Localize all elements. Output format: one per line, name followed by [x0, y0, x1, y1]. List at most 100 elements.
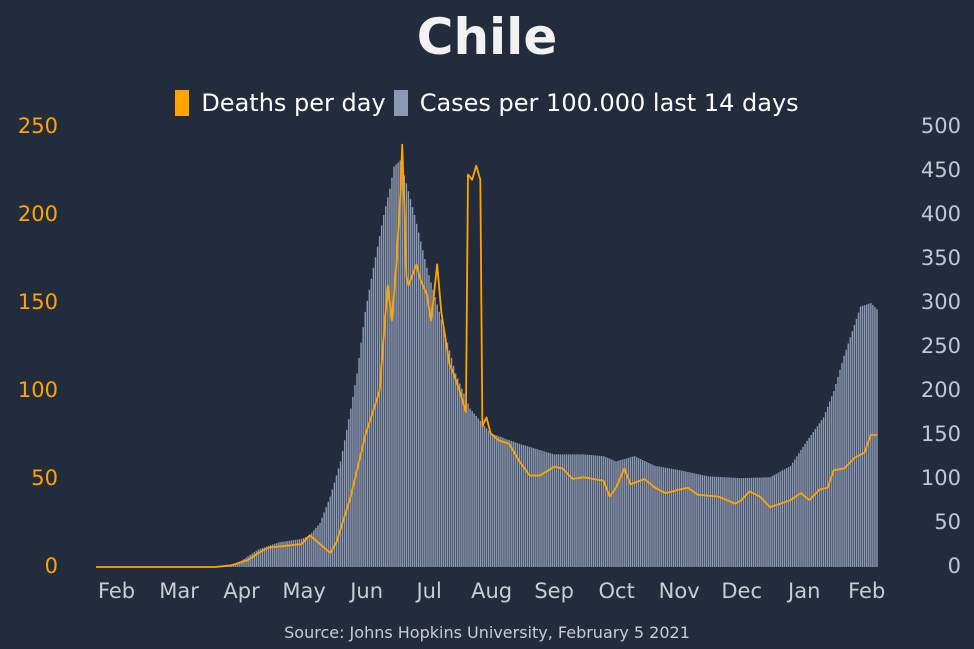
cases-bar: [750, 477, 753, 567]
cases-bar: [752, 477, 755, 567]
cases-bar: [553, 454, 556, 567]
cases-bar: [678, 470, 681, 567]
cases-bar: [370, 278, 373, 567]
cases-bar: [863, 305, 866, 567]
cases-bar: [586, 454, 588, 567]
cases-bar: [831, 396, 833, 567]
cases-bar: [407, 191, 410, 568]
cases-bar: [648, 462, 650, 567]
cases-bar: [329, 496, 332, 567]
cases-bar: [385, 206, 387, 567]
cases-bar: [559, 454, 562, 567]
cases-bar: [765, 477, 767, 567]
cases-bar: [555, 454, 558, 567]
cases-bar: [442, 327, 445, 567]
cases-bar: [504, 438, 506, 567]
cases-bar: [311, 532, 313, 567]
cases-bar: [415, 223, 418, 568]
cases-bar: [715, 476, 718, 567]
cases-bar: [452, 365, 455, 567]
cases-bar: [448, 350, 451, 567]
cases-bar: [432, 289, 434, 567]
cases-bar: [327, 501, 329, 567]
cases-bar: [851, 331, 854, 567]
cases-bar: [676, 469, 679, 567]
cases-bar: [759, 477, 761, 567]
cases-bar: [508, 440, 510, 567]
cases-bar: [773, 474, 775, 567]
cases-bar: [855, 318, 858, 567]
cases-bar: [239, 561, 241, 567]
cases-bar: [718, 476, 720, 567]
right-tick-label: 300: [921, 290, 961, 314]
cases-bar: [265, 546, 268, 567]
cases-bar: [619, 460, 621, 567]
cases-bar: [269, 545, 272, 567]
cases-bar: [428, 275, 430, 567]
x-tick-label: Apr: [223, 579, 260, 603]
cases-bar: [637, 458, 640, 567]
cases-bar: [335, 475, 338, 567]
cases-bar: [824, 412, 827, 567]
cases-bar: [652, 464, 654, 567]
cases-bar: [576, 454, 578, 567]
cases-bar: [633, 456, 636, 567]
cases-bar: [588, 454, 590, 567]
cases-bar: [818, 423, 821, 567]
chart-title: Chile: [416, 8, 558, 66]
cases-bar: [769, 477, 771, 567]
legend-label-cases: Cases per 100.000 last 14 days: [419, 89, 799, 117]
x-tick-label: Dec: [721, 579, 762, 603]
cases-bar: [420, 241, 422, 567]
cases-bar: [348, 419, 350, 567]
cases-bar: [582, 454, 584, 567]
cases-bar: [450, 358, 453, 567]
cases-bar: [454, 373, 457, 567]
cases-bar: [641, 459, 644, 567]
cases-bar: [255, 550, 258, 567]
cases-bar: [816, 426, 819, 567]
cases-bar: [847, 343, 849, 567]
cases-bar: [711, 476, 714, 567]
cases-bar: [346, 429, 348, 567]
cases-bar: [843, 355, 845, 567]
right-axis: 0 50 100 150 200 250 300 350 400 450 500: [921, 114, 961, 578]
cases-bar: [436, 304, 438, 567]
cases-bar: [755, 477, 757, 567]
cases-bar: [245, 557, 247, 567]
cases-bar: [506, 439, 508, 567]
cases-bar: [290, 540, 292, 567]
chart-legend: Deaths per day Cases per 100.000 last 14…: [0, 88, 974, 118]
cases-bar: [257, 549, 260, 567]
cases-bar: [376, 246, 379, 567]
cases-bar: [565, 454, 568, 567]
cases-bar: [333, 482, 336, 567]
cases-bar: [613, 460, 615, 567]
cases-bar: [522, 445, 525, 567]
cases-bar: [496, 435, 498, 567]
cases-bar: [247, 556, 249, 567]
cases-bar: [644, 460, 646, 567]
right-tick-label: 350: [921, 246, 961, 270]
cases-bar: [798, 453, 800, 567]
cases-bar: [417, 232, 420, 567]
cases-bar: [740, 478, 743, 567]
left-tick-label: 150: [18, 290, 58, 314]
right-tick-label: 0: [948, 554, 961, 578]
cases-bar: [313, 530, 315, 567]
cases-bar: [806, 440, 808, 567]
cases-bar: [520, 444, 523, 567]
cases-bar: [489, 433, 492, 567]
cases-bar: [543, 451, 545, 567]
cases-bars: [212, 160, 878, 568]
cases-bar: [563, 454, 566, 567]
cases-bar: [820, 420, 823, 567]
cases-bar: [397, 162, 399, 568]
cases-bar: [249, 554, 251, 567]
right-tick-label: 250: [921, 334, 961, 358]
cases-bar: [584, 454, 586, 567]
cases-bar: [514, 442, 516, 567]
cases-bar: [413, 215, 416, 567]
cases-bar: [516, 443, 519, 567]
right-tick-label: 200: [921, 378, 961, 402]
